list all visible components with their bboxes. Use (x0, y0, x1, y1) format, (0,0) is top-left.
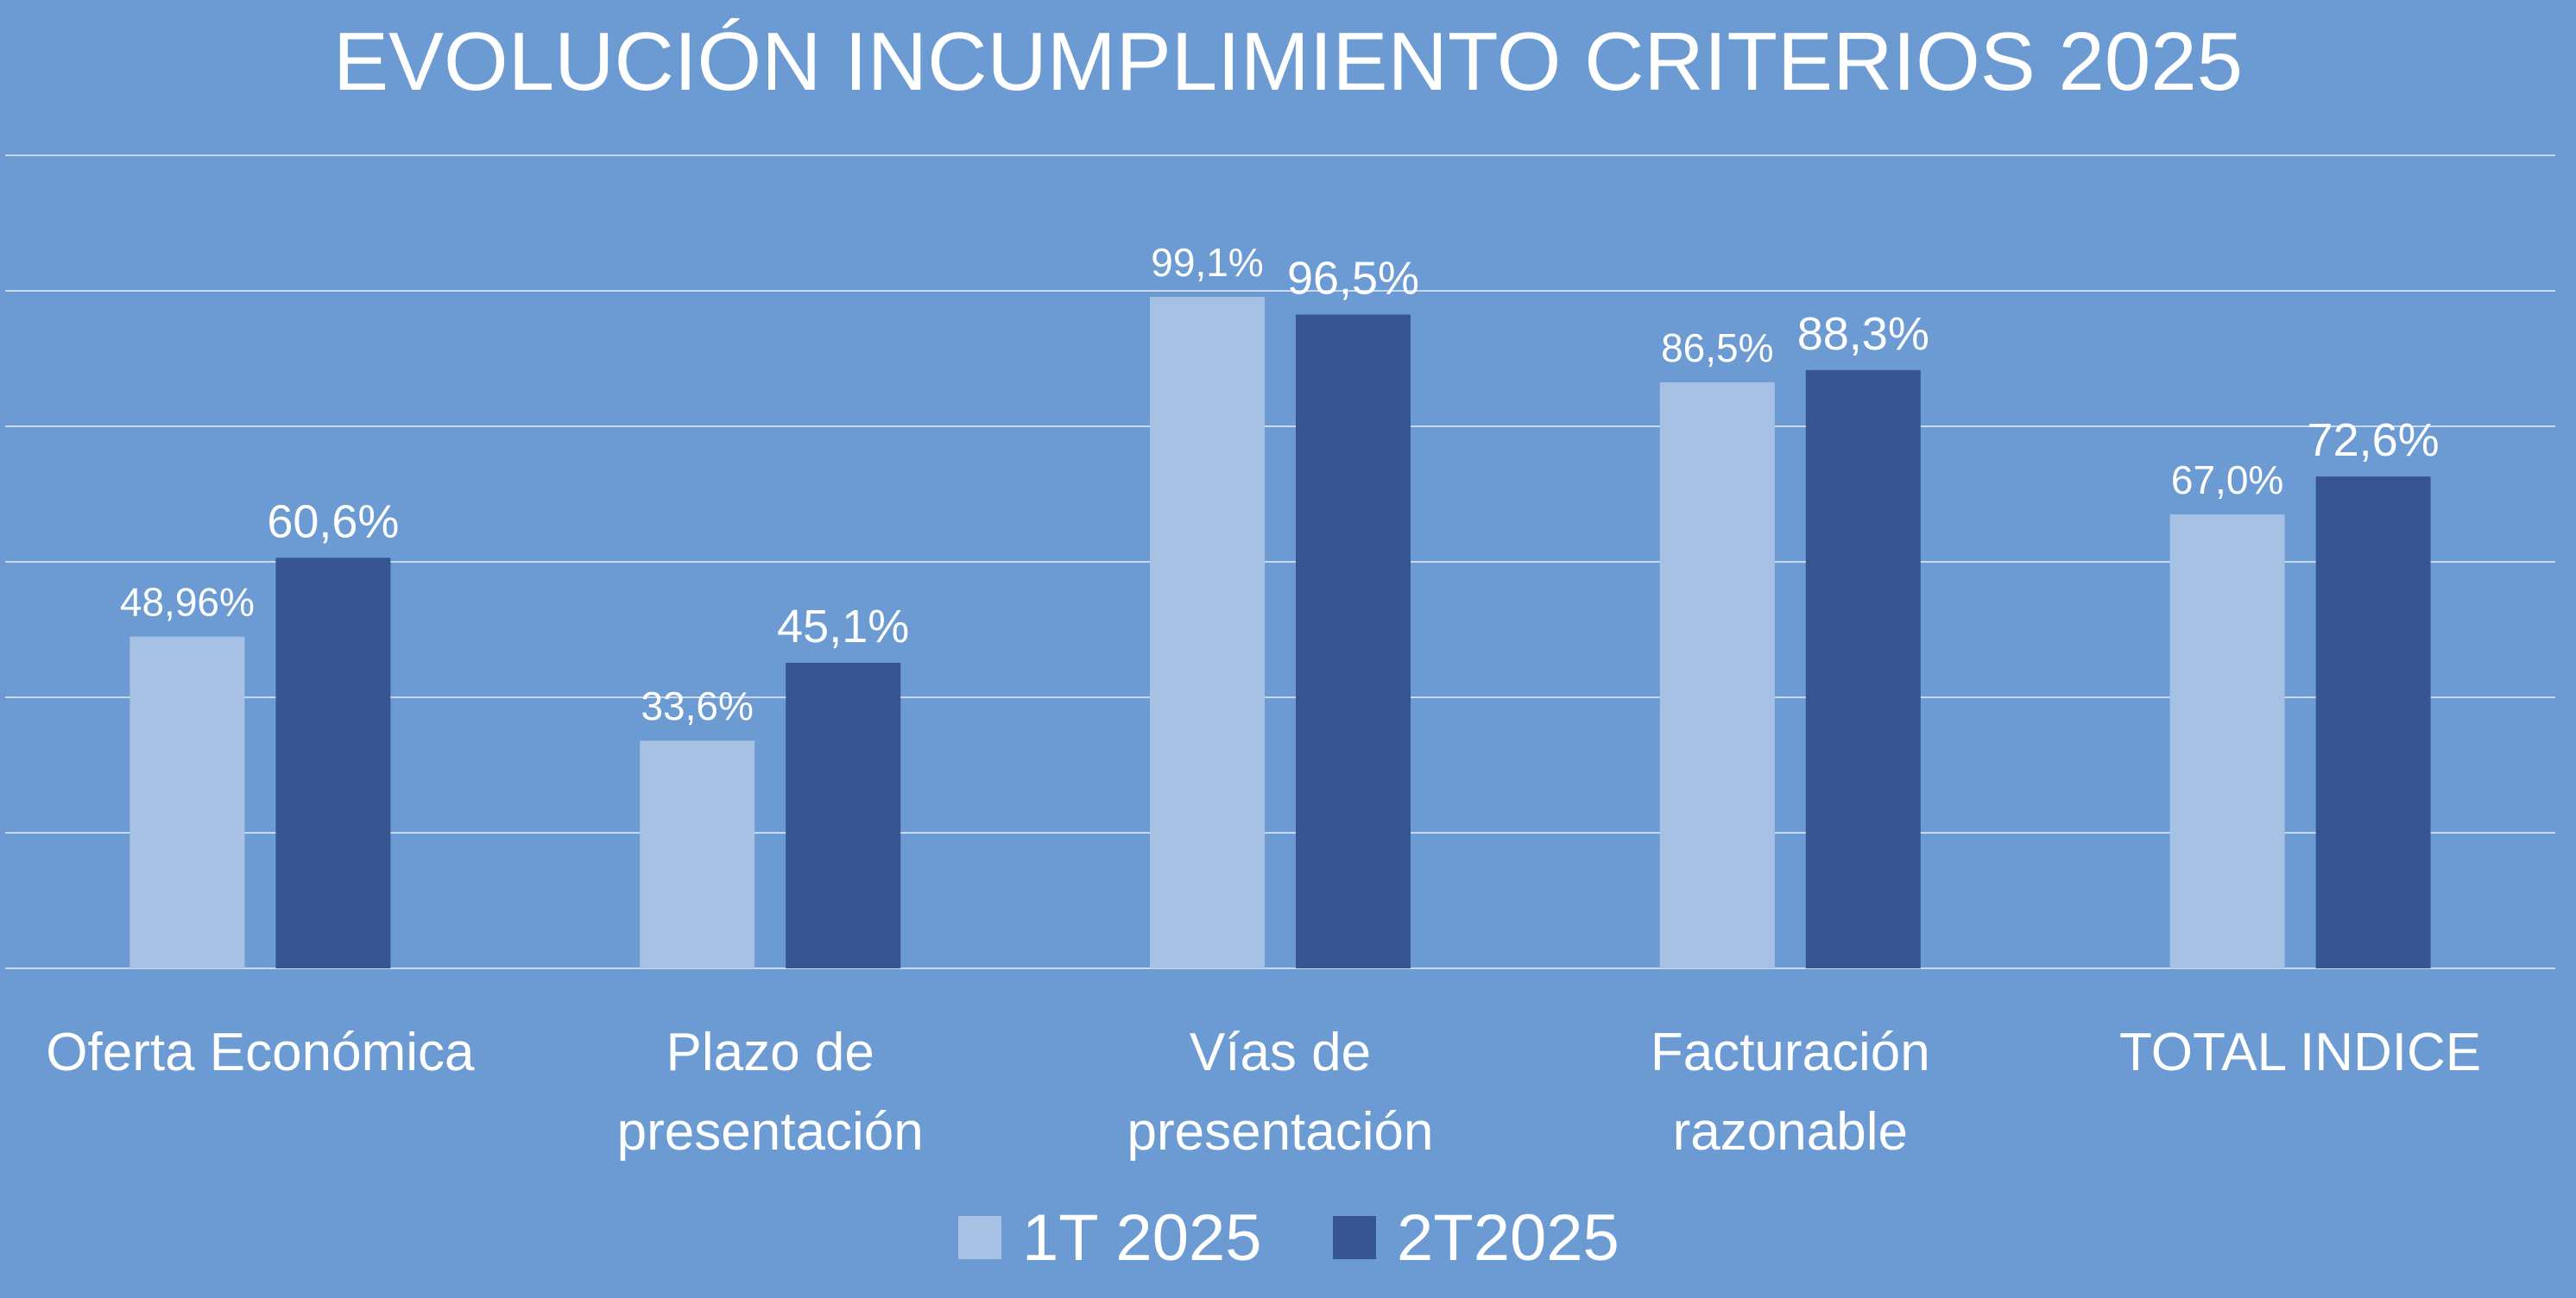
category-label: presentación (617, 1102, 924, 1162)
legend-swatch (958, 1216, 1001, 1259)
bar-series-1 (1150, 297, 1265, 968)
bar-series-2 (1805, 369, 1921, 969)
legend-label: 1T 2025 (1022, 1201, 1262, 1275)
category-label: presentación (1127, 1102, 1433, 1162)
data-label: 45,1% (777, 601, 909, 652)
data-label: 72,6% (2308, 414, 2440, 466)
data-label: 48,96% (120, 580, 255, 625)
category-label: Vías de (1190, 1023, 1371, 1082)
data-labels: 48,96% 60,6% 33,6% 45,1% 99,1% 96,5% 86,5% 88,3… (120, 240, 2440, 728)
bars (129, 297, 2431, 969)
bar-series-1 (129, 636, 245, 968)
legend-label: 2T2025 (1397, 1201, 1619, 1275)
bar-series-2 (275, 558, 391, 968)
category-label: Facturación (1651, 1023, 1930, 1082)
bar-series-1 (2169, 514, 2285, 968)
bar-series-2 (786, 662, 901, 968)
data-label: 86,5% (1661, 325, 1773, 370)
data-label: 33,6% (641, 684, 753, 728)
category-label: Plazo de (666, 1023, 874, 1082)
category-label: Oferta Económica (46, 1023, 475, 1082)
bar-series-1 (1659, 381, 1775, 969)
data-label: 60,6% (267, 495, 399, 547)
data-label: 88,3% (1797, 308, 1929, 360)
bar-series-1 (640, 740, 755, 968)
bar-series-2 (2315, 476, 2431, 968)
data-label: 99,1% (1151, 240, 1263, 285)
chart-title: EVOLUCIÓN INCUMPLIMIENTO CRITERIOS 2025 (333, 16, 2243, 108)
bar-series-2 (1296, 314, 1411, 969)
legend-swatch (1333, 1216, 1376, 1259)
category-label: TOTAL INDICE (2119, 1023, 2481, 1082)
legend: 1T 2025 2T2025 (958, 1201, 1619, 1275)
category-labels: Oferta Económica Plazo de presentación Vías… (46, 1023, 2481, 1162)
category-label: razonable (1673, 1102, 1908, 1162)
data-label: 67,0% (2171, 457, 2283, 502)
data-label: 96,5% (1287, 252, 1419, 304)
gridlines (5, 154, 2555, 969)
